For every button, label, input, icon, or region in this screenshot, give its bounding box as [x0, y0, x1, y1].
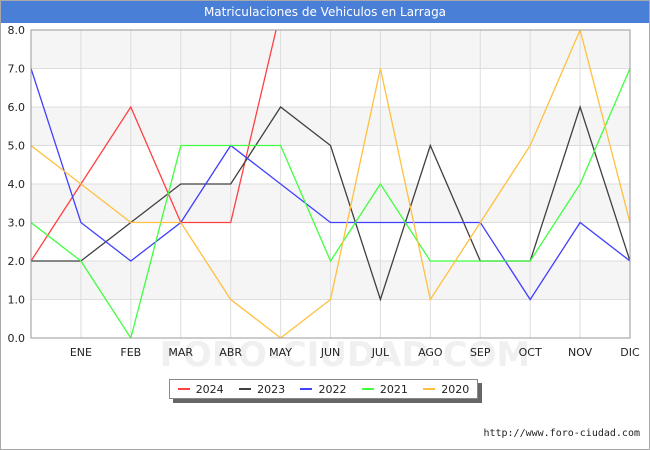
y-tick-label: 6.0	[8, 101, 26, 114]
source-url: http://www.foro-ciudad.com	[483, 428, 640, 439]
x-tick-label: DIC	[620, 346, 640, 359]
series-line-2020	[31, 30, 630, 338]
legend-swatch	[423, 388, 436, 390]
legend-label: 2021	[379, 382, 408, 396]
series-line-2022	[31, 68, 630, 301]
x-tick-label: FEB	[120, 346, 141, 359]
legend-swatch	[239, 388, 252, 390]
x-tick-label: NOV	[568, 346, 593, 359]
y-tick-label: 5.0	[8, 140, 26, 153]
x-tick-label: ENE	[70, 346, 92, 359]
x-tick-label: ABR	[219, 346, 242, 359]
x-tick-label: SEP	[470, 346, 491, 359]
legend-label: 2024	[195, 382, 224, 396]
legend: 2024 2023 2022 2021 2020	[169, 379, 478, 399]
x-tick-label: OCT	[519, 346, 542, 359]
legend-swatch	[177, 388, 190, 390]
legend-swatch	[361, 388, 374, 390]
y-tick-label: 4.0	[8, 178, 26, 191]
watermark-text: FORO-CIUDAD.COM	[160, 335, 531, 375]
y-tick-label: 0.0	[8, 332, 26, 345]
series-line-2021	[31, 68, 630, 338]
y-tick-label: 1.0	[8, 294, 26, 307]
y-tick-label: 3.0	[8, 217, 26, 230]
y-tick-label: 7.0	[8, 63, 26, 76]
legend-label: 2022	[318, 382, 347, 396]
legend-item-2022: 2022	[300, 383, 346, 396]
chart-title: Matriculaciones de Vehiculos en Larraga	[1, 1, 649, 23]
legend-item-2020: 2020	[423, 383, 469, 396]
x-tick-label: MAY	[269, 346, 292, 359]
legend-label: 2020	[441, 382, 470, 396]
x-tick-label: MAR	[168, 346, 193, 359]
plot-border	[30, 29, 631, 339]
y-tick-label: 8.0	[8, 24, 26, 37]
x-tick-label: AGO	[418, 346, 443, 359]
legend-item-2023: 2023	[239, 383, 285, 396]
legend-swatch	[300, 388, 313, 390]
x-tick-label: JUN	[320, 346, 341, 359]
legend-label: 2023	[257, 382, 286, 396]
x-tick-label: JUL	[371, 346, 390, 359]
y-tick-label: 2.0	[8, 255, 26, 268]
legend-item-2024: 2024	[177, 382, 224, 396]
legend-item-2021: 2021	[361, 382, 408, 396]
